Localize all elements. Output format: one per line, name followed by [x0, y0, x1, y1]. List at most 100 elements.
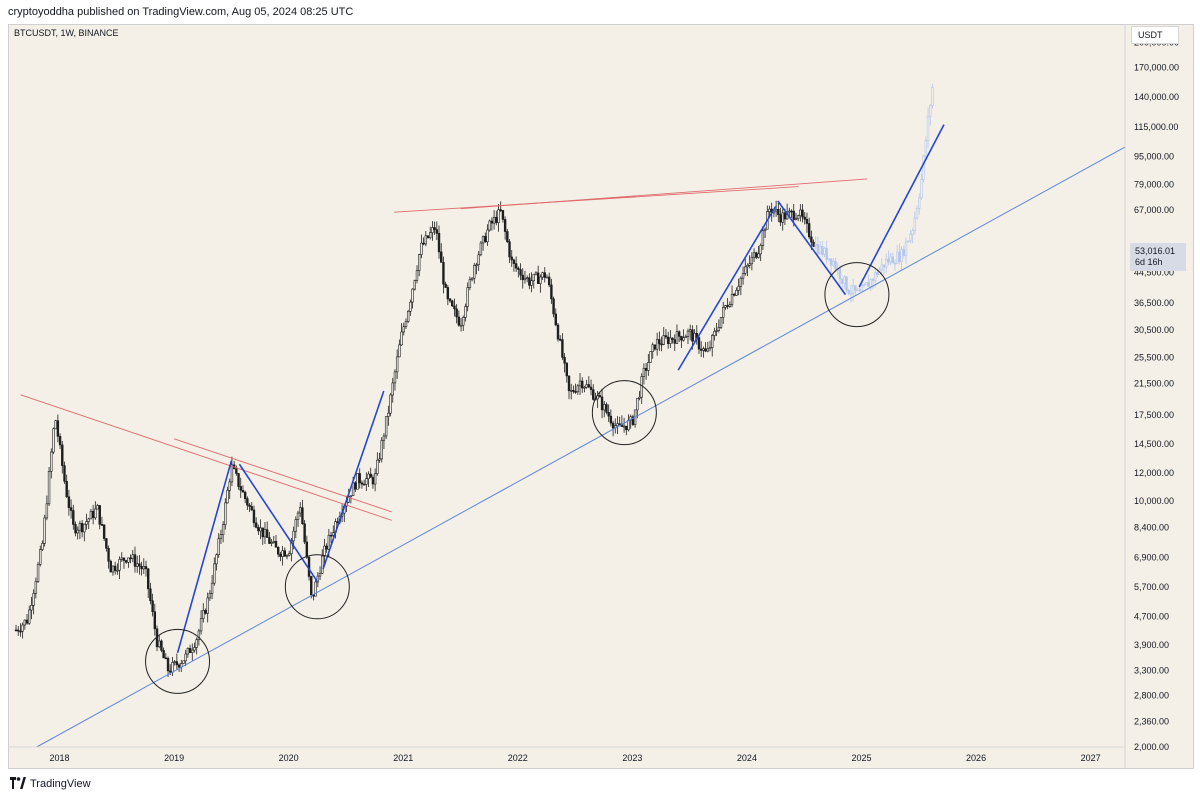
candle-body: [521, 274, 524, 281]
impulse-line: [677, 206, 777, 371]
projection-candle-body: [907, 240, 910, 243]
candle-body: [490, 220, 494, 224]
candle-body: [636, 398, 639, 411]
candle-body: [642, 367, 646, 377]
projection-candle-body: [900, 249, 903, 262]
candle-body: [177, 664, 181, 668]
candle-body: [321, 555, 324, 574]
candle-body: [109, 560, 112, 573]
candle-body: [578, 380, 582, 387]
candle-body: [47, 471, 51, 505]
candle-body: [367, 473, 370, 479]
resistance-trendline: [173, 438, 392, 513]
candle-body: [237, 473, 240, 487]
projection-candle-body: [920, 179, 923, 198]
candle-body: [76, 529, 79, 534]
candle-body: [417, 254, 421, 271]
candle-body: [788, 210, 791, 213]
currency-label: USDT: [1138, 30, 1163, 40]
candle-body: [217, 538, 220, 556]
price-chart[interactable]: 200,000.00170,000.00140,000.00115,000.00…: [8, 24, 1194, 769]
candle-body: [369, 473, 372, 478]
candle-body: [655, 339, 659, 350]
candle-body: [442, 262, 445, 285]
candle-body: [746, 264, 749, 268]
candle-body: [455, 308, 458, 318]
price-axis: 200,000.00170,000.00140,000.00115,000.00…: [1134, 38, 1179, 752]
candle-body: [583, 386, 586, 389]
candle-body: [138, 563, 141, 567]
publish-header: cryptoyoddha published on TradingView.co…: [0, 0, 1200, 24]
candle-body: [479, 242, 483, 256]
candle-body: [783, 212, 787, 220]
candle-body: [356, 473, 359, 490]
candle-body: [768, 208, 771, 212]
candle-body: [208, 592, 212, 599]
candle-body: [556, 324, 560, 340]
candle-body: [402, 326, 405, 333]
candle-body: [67, 496, 71, 508]
candle-body: [28, 609, 31, 624]
price-tick-label: 30,500.00: [1134, 325, 1174, 335]
candle-body: [23, 619, 27, 626]
candle-body: [488, 220, 491, 231]
candle-body: [265, 529, 269, 538]
candle-body: [111, 565, 115, 573]
projection-candle-body: [869, 279, 872, 287]
tradingview-brand: TradingView: [30, 778, 91, 790]
time-tick-label: 2020: [279, 753, 299, 763]
candle-body: [226, 489, 229, 504]
candle-body: [708, 347, 712, 350]
candle-body: [301, 507, 304, 525]
candle-body: [274, 541, 278, 548]
projection-candle-body: [929, 105, 932, 117]
candle-body: [78, 523, 82, 531]
candle-body: [310, 576, 313, 596]
candle-body: [576, 385, 580, 393]
candle-body: [682, 337, 685, 341]
candle-body: [281, 550, 284, 557]
candle-body: [133, 554, 137, 567]
candle-body: [796, 215, 800, 219]
candle-body: [98, 505, 101, 525]
currency-selector[interactable]: USDT: [1131, 26, 1179, 44]
candle-body: [94, 508, 97, 519]
candle-body: [618, 423, 621, 425]
candle-body: [587, 384, 591, 388]
candle-body: [536, 272, 540, 284]
candle-body: [54, 420, 57, 430]
candle-body: [164, 657, 168, 660]
candle-body: [87, 518, 90, 522]
candle-body: [268, 537, 271, 544]
time-tick-label: 2018: [50, 753, 70, 763]
candle-body: [171, 662, 174, 673]
price-tick-label: 10,000.00: [1134, 496, 1174, 506]
candle-body: [30, 604, 33, 611]
candle-body: [457, 316, 461, 326]
candle-body: [567, 375, 571, 392]
candle-body: [213, 563, 216, 584]
candle-body: [144, 566, 148, 570]
price-tick-label: 115,000.00: [1134, 122, 1178, 132]
time-tick-label: 2026: [966, 753, 986, 763]
candle-body: [349, 495, 353, 497]
candle-body: [459, 324, 463, 327]
candle-body: [466, 287, 469, 307]
candle-body: [737, 285, 740, 291]
candle-body: [605, 404, 608, 413]
candle-body: [501, 210, 505, 220]
candle-body: [715, 330, 718, 332]
candle-body: [173, 661, 176, 663]
candle-body: [741, 273, 745, 279]
candle-body: [794, 218, 798, 220]
candle-body: [347, 496, 350, 503]
candle-body: [539, 276, 542, 284]
candle-body: [669, 337, 672, 344]
candle-body: [89, 510, 93, 520]
candle-body: [329, 534, 333, 537]
candle-body: [166, 658, 170, 672]
candle-body: [440, 251, 443, 263]
projection-candle-body: [816, 244, 820, 254]
candle-body: [810, 236, 813, 243]
symbol-label[interactable]: BTCUSDT, 1W, BINANCE: [14, 28, 119, 38]
